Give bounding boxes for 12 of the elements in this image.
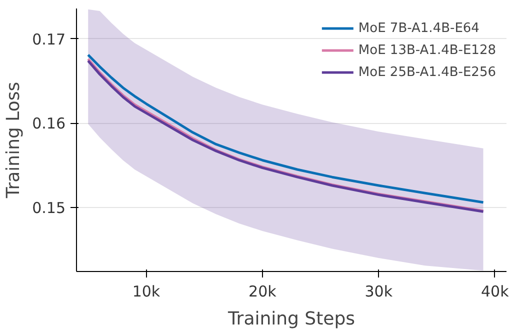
- x-tick-label: 20k: [248, 282, 277, 300]
- y-axis-title: Training Loss: [3, 82, 24, 200]
- x-axis-title: Training Steps: [226, 308, 356, 330]
- y-tick-label: 0.17: [32, 30, 66, 48]
- x-tick-label: 30k: [364, 282, 393, 300]
- x-tick-label: 10k: [132, 282, 160, 300]
- legend-label: MoE 13B-A1.4B-E128: [358, 42, 496, 58]
- y-tick-label: 0.15: [32, 198, 66, 217]
- x-tick-label: 40k: [480, 282, 510, 300]
- y-tick-label: 0.16: [32, 114, 66, 133]
- legend-label: MoE 25B-A1.4B-E256: [358, 64, 496, 80]
- legend-label: MoE 7B-A1.4B-E64: [358, 20, 480, 36]
